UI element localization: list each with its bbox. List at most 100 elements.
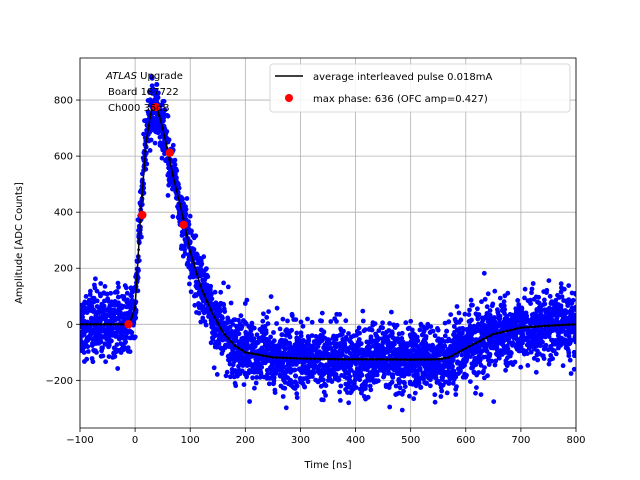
sample-point bbox=[251, 325, 257, 331]
average-marker bbox=[447, 356, 450, 359]
average-marker bbox=[385, 358, 388, 361]
average-marker bbox=[405, 358, 409, 361]
atlas-label: ATLAS bbox=[105, 71, 138, 82]
x-tick-label: 300 bbox=[291, 435, 310, 446]
average-marker bbox=[529, 325, 533, 329]
sample-point bbox=[337, 389, 342, 395]
sample-point bbox=[220, 315, 225, 321]
sample-point bbox=[536, 294, 542, 300]
sample-point bbox=[263, 328, 269, 333]
sample-point bbox=[528, 301, 533, 306]
sample-point bbox=[376, 336, 382, 341]
average-marker bbox=[430, 358, 433, 361]
sample-point bbox=[277, 326, 283, 332]
sample-point bbox=[271, 338, 277, 344]
sample-point bbox=[188, 289, 194, 295]
sample-point bbox=[250, 375, 256, 381]
y-tick-label: 600 bbox=[54, 152, 73, 163]
sample-point bbox=[249, 332, 255, 338]
sample-point bbox=[319, 318, 324, 324]
sample-point bbox=[182, 247, 188, 253]
sample-point bbox=[399, 336, 405, 341]
sample-point bbox=[321, 377, 326, 383]
average-marker bbox=[209, 308, 213, 312]
sample-point bbox=[432, 392, 438, 398]
sample-point bbox=[292, 367, 298, 373]
x-tick-label: 0 bbox=[132, 435, 138, 446]
sample-point bbox=[289, 327, 294, 333]
average-marker bbox=[213, 315, 216, 319]
sample-point bbox=[323, 383, 329, 388]
sample-point bbox=[416, 381, 422, 386]
x-tick-label: 400 bbox=[346, 435, 365, 446]
sample-point bbox=[298, 330, 304, 336]
sample-point bbox=[108, 290, 114, 296]
average-marker bbox=[347, 358, 351, 361]
average-marker bbox=[378, 358, 382, 361]
sample-point bbox=[187, 281, 192, 287]
sample-point bbox=[205, 274, 211, 280]
average-marker bbox=[478, 339, 481, 343]
sample-point bbox=[415, 371, 420, 377]
average-marker bbox=[547, 324, 550, 328]
sample-point bbox=[485, 291, 491, 297]
legend: average interleaved pulse 0.018mA max ph… bbox=[269, 63, 571, 113]
average-marker bbox=[206, 300, 209, 304]
sample-point bbox=[475, 316, 481, 322]
sample-point bbox=[444, 328, 449, 334]
sample-point bbox=[239, 323, 245, 329]
sample-point bbox=[380, 325, 385, 331]
average-marker bbox=[216, 321, 220, 325]
sample-point bbox=[280, 316, 286, 322]
sample-point bbox=[232, 317, 238, 323]
sample-point bbox=[375, 378, 381, 384]
sample-point bbox=[484, 304, 490, 310]
sample-point bbox=[180, 196, 186, 202]
sample-point bbox=[147, 148, 153, 153]
sample-point bbox=[309, 333, 315, 338]
sample-point bbox=[280, 360, 286, 366]
sample-point bbox=[94, 298, 100, 304]
sample-point bbox=[468, 297, 474, 303]
sample-point bbox=[343, 318, 349, 324]
y-tick-label: 400 bbox=[54, 208, 73, 219]
max-phase-point bbox=[138, 210, 147, 220]
sample-point bbox=[101, 303, 107, 309]
average-marker bbox=[502, 330, 506, 334]
sample-point bbox=[415, 338, 421, 344]
average-marker bbox=[137, 248, 140, 251]
sample-point bbox=[412, 390, 418, 396]
sample-point bbox=[358, 341, 364, 347]
sample-point bbox=[264, 315, 270, 320]
sample-point bbox=[228, 374, 233, 380]
sample-point bbox=[542, 297, 547, 303]
sample-point bbox=[560, 363, 566, 369]
sample-point bbox=[94, 288, 100, 294]
average-marker bbox=[306, 357, 309, 360]
average-marker bbox=[526, 325, 530, 329]
sample-point bbox=[189, 228, 194, 234]
average-marker bbox=[433, 358, 437, 361]
sample-point bbox=[104, 291, 110, 297]
sample-point bbox=[176, 185, 182, 191]
sample-point bbox=[570, 297, 576, 303]
sample-point bbox=[535, 357, 540, 363]
sample-point bbox=[533, 369, 539, 375]
average-marker bbox=[419, 358, 423, 361]
legend-red-swatch bbox=[285, 94, 293, 102]
sample-point bbox=[456, 310, 462, 316]
sample-point bbox=[550, 356, 555, 362]
sample-point bbox=[123, 285, 129, 291]
sample-point bbox=[221, 302, 227, 308]
sample-point bbox=[279, 332, 285, 338]
sample-point bbox=[464, 372, 469, 378]
y-tick-label: −200 bbox=[46, 376, 73, 387]
sample-point bbox=[141, 131, 147, 137]
sample-point bbox=[402, 380, 407, 386]
average-marker bbox=[281, 356, 285, 360]
sample-point bbox=[367, 383, 373, 389]
sample-point bbox=[276, 346, 282, 352]
average-marker bbox=[312, 357, 316, 361]
sample-point bbox=[112, 354, 118, 359]
